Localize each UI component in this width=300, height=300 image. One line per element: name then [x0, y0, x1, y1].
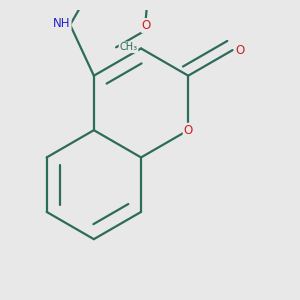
Text: O: O — [142, 19, 151, 32]
Text: NH: NH — [53, 17, 70, 30]
Text: O: O — [235, 44, 244, 57]
Text: O: O — [184, 124, 193, 137]
Text: CH₃: CH₃ — [119, 42, 138, 52]
